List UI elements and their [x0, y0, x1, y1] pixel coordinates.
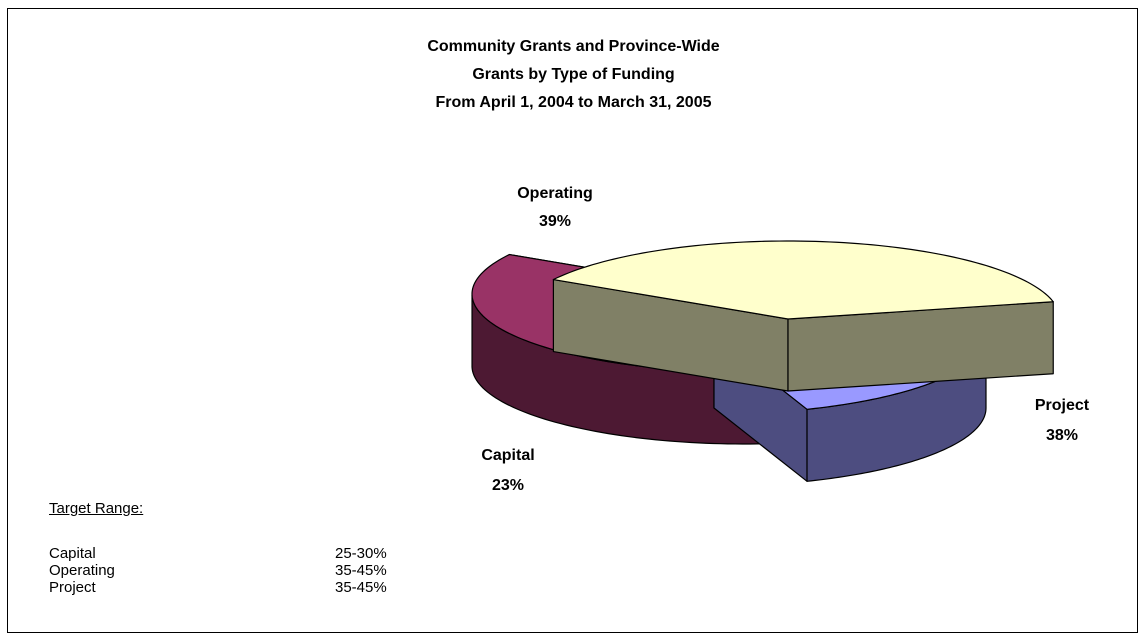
slice-percent-label: 23% [492, 477, 524, 494]
slice-percent-label: 38% [1046, 427, 1078, 444]
target-range-value: 35-45% [335, 562, 387, 579]
slice-percent-label: 39% [539, 213, 571, 230]
slice-label: Operating [517, 185, 593, 202]
target-range-category: Project [49, 579, 96, 596]
chart-title-line-3: From April 1, 2004 to March 31, 2005 [435, 94, 712, 111]
target-range-value: 25-30% [335, 545, 387, 562]
target-range-value: 35-45% [335, 579, 387, 596]
pie-slice-top [552, 240, 1054, 320]
pie-slice [552, 240, 1054, 392]
target-range-heading: Target Range: [49, 500, 144, 517]
target-range-category: Capital [49, 545, 96, 562]
slice-label: Project [1035, 397, 1090, 414]
chart-frame [7, 8, 1138, 633]
slice-label: Capital [481, 447, 534, 464]
chart-title-line-2: Grants by Type of Funding [472, 66, 675, 83]
target-range-category: Operating [49, 562, 115, 579]
chart-title-line-1: Community Grants and Province-Wide [427, 38, 720, 55]
